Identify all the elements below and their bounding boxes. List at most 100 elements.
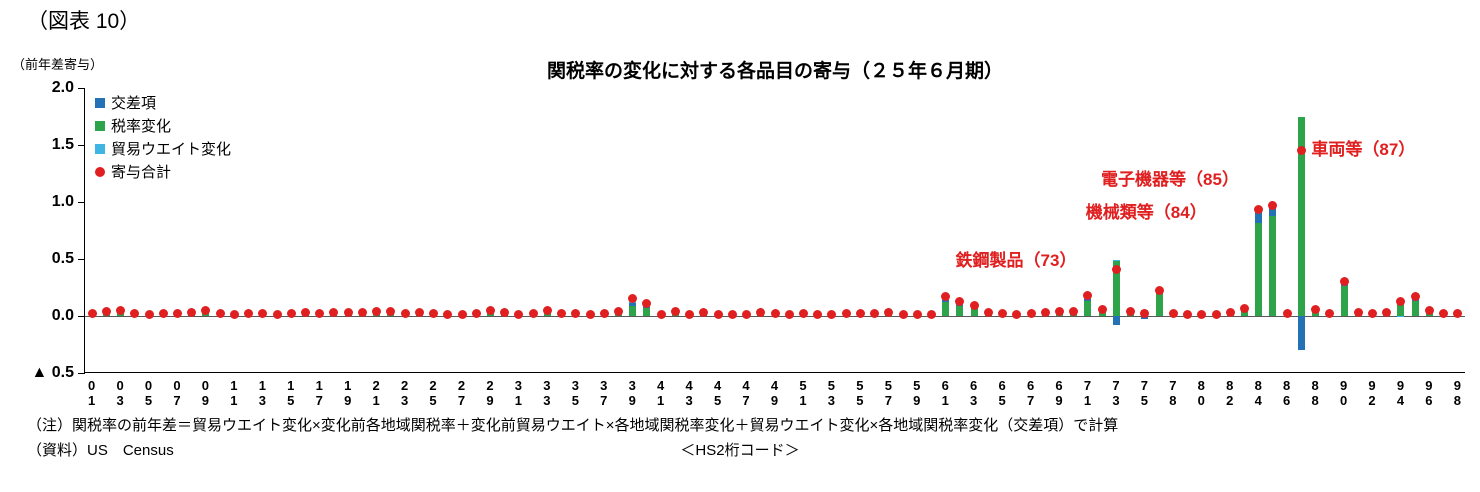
x-tick-label: 84 [1250, 378, 1266, 408]
bar-segment [1155, 293, 1163, 316]
bar-segment [1397, 316, 1405, 318]
x-axis-title: ＜HS2桁コード＞ [680, 442, 800, 459]
annotation-label: 電子機器等（85） [1101, 170, 1239, 190]
legend-label: 交差項 [111, 95, 157, 112]
total-dot [955, 296, 965, 306]
y-axis-tick [78, 258, 85, 260]
x-tick-label: 82 [1222, 378, 1238, 408]
total-dot [1254, 205, 1264, 215]
total-dot [614, 306, 623, 316]
total-dot [642, 298, 652, 308]
x-tick-label: 21 [368, 378, 384, 408]
x-tick-label: 33 [539, 378, 555, 408]
x-tick-label: 31 [510, 378, 526, 408]
bar-segment [643, 308, 651, 316]
y-axis-tick [78, 372, 85, 374]
x-tick-label: 23 [397, 378, 413, 408]
total-dot [329, 308, 339, 318]
x-tick-label: 25 [425, 378, 441, 408]
x-tick-label: 37 [596, 378, 612, 408]
total-dot [841, 309, 851, 319]
x-tick-label: 57 [880, 378, 896, 408]
x-tick-label: 86 [1279, 378, 1295, 408]
y-axis-tick [78, 201, 85, 203]
x-tick-label: 90 [1336, 378, 1352, 408]
bar-segment [1112, 316, 1120, 326]
bar-segment [1084, 298, 1092, 302]
legend-item-weight: 貿易ウエイト変化 [95, 137, 231, 160]
legend-item-cross: 交差項 [95, 91, 231, 114]
x-tick-label: 69 [1051, 378, 1067, 408]
total-dot [315, 309, 325, 319]
total-dot [1325, 309, 1335, 319]
plot-bottom-line [85, 372, 1465, 373]
bar-segment [1112, 261, 1120, 316]
x-tick-label: 49 [767, 378, 782, 408]
total-dot [585, 310, 595, 320]
total-dot [144, 310, 154, 320]
x-tick-label: 94 [1392, 378, 1408, 408]
annotation-label: 機械類等（84） [1085, 202, 1207, 222]
total-dot [557, 309, 567, 319]
total-dot [983, 308, 993, 318]
total-dot [1097, 304, 1107, 314]
total-dot [628, 294, 638, 304]
bar-segment [1397, 302, 1405, 316]
x-tick-label: 43 [681, 378, 697, 408]
bar-segment [956, 305, 964, 316]
y-tick-label: ▲ 0.5 [31, 364, 74, 381]
total-dot [1268, 200, 1278, 210]
bar-segment [1112, 260, 1120, 262]
bar-segment [1255, 222, 1263, 316]
bar-segment [1312, 311, 1320, 316]
bar-segment [942, 302, 950, 316]
total-dot [1183, 310, 1193, 320]
x-tick-label: 53 [823, 378, 839, 408]
legend-label: 貿易ウエイト変化 [111, 141, 232, 158]
total-dot [201, 305, 211, 315]
x-tick-label: 19 [340, 378, 356, 408]
total-dot [343, 308, 353, 318]
total-dot [357, 308, 367, 318]
y-tick-label: 1.0 [51, 193, 74, 210]
bar-segment [1269, 207, 1277, 216]
bar-segment [1340, 286, 1348, 316]
bar-segment [1269, 215, 1277, 316]
total-dot [870, 309, 880, 319]
annotation-label: 鉄鋼製品（73） [955, 251, 1077, 271]
total-dot [1012, 310, 1022, 320]
total-dot [898, 310, 908, 320]
total-dot [272, 310, 282, 320]
total-dot [1239, 303, 1249, 313]
total-dot [727, 310, 737, 320]
total-dot [1140, 309, 1150, 319]
x-tick-label: 29 [482, 378, 498, 408]
legend-label: 寄与合計 [111, 164, 172, 181]
total-dot [798, 309, 808, 319]
total-dot [998, 309, 1008, 319]
total-dot [187, 308, 197, 318]
bar-segment [970, 309, 978, 316]
x-tick-label: 09 [197, 378, 213, 408]
total-dot [941, 292, 951, 302]
total-dot [571, 309, 581, 319]
total-dot [215, 309, 225, 319]
total-dot [1353, 308, 1363, 318]
total-dot [244, 309, 254, 319]
bar-segment [1255, 212, 1263, 223]
total-dot [855, 309, 865, 319]
total-dot [1197, 310, 1207, 320]
x-tick-label: 15 [283, 378, 299, 408]
y-axis-tick [78, 144, 85, 146]
bar-segment [1240, 310, 1248, 316]
total-dot [670, 306, 680, 316]
x-tick-label: 01 [84, 378, 100, 408]
total-dot [414, 308, 424, 318]
total-dot [1111, 264, 1121, 274]
total-dot [813, 310, 823, 320]
total-dot [1368, 309, 1378, 319]
x-tick-label: 07 [169, 378, 185, 408]
x-tick-label: 51 [795, 378, 811, 408]
total-dot [457, 310, 467, 320]
